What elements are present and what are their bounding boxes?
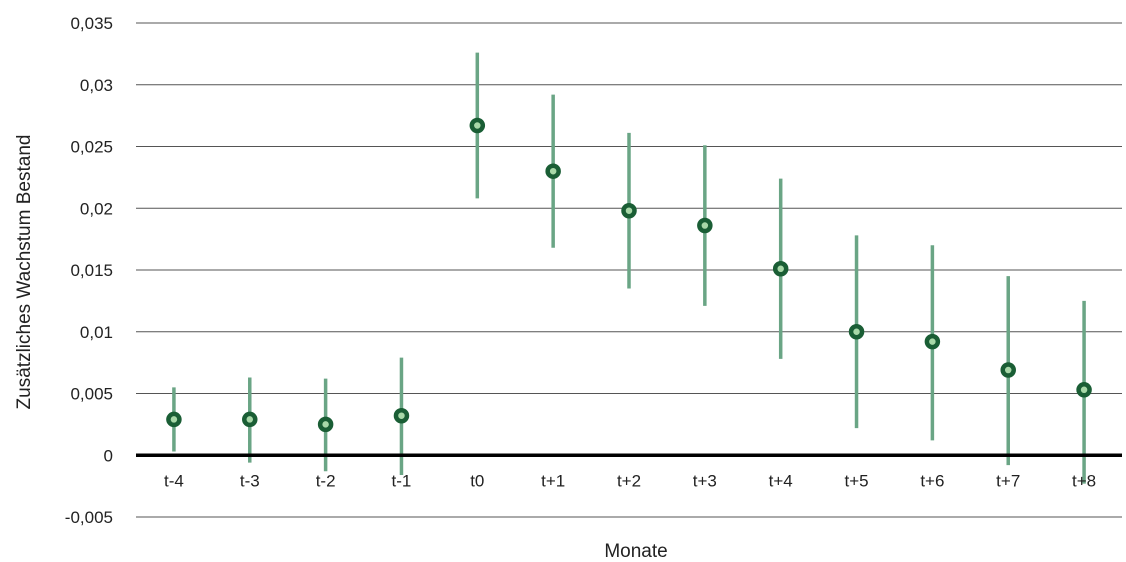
x-axis-title: Monate (604, 541, 667, 562)
x-tick-labels: t-4 t-3 t-2 t-1 t0 t+1 t+2 t+3 t+4 t+5 t+6 t+7 t+8 (164, 471, 1096, 490)
y-tick-label: 0,025 (70, 138, 113, 157)
error-bars (172, 52, 1086, 484)
y-tick-label: 0,035 (70, 14, 113, 33)
x-tick-label: t+4 (769, 471, 793, 490)
x-tick-label: t+6 (920, 471, 944, 490)
data-point (697, 217, 713, 234)
x-tick-label: t-1 (392, 471, 412, 490)
x-tick-label: t0 (470, 471, 484, 490)
x-tick-label: t+8 (1072, 471, 1096, 490)
data-point (469, 117, 486, 134)
y-tick-label: 0,015 (70, 261, 113, 280)
x-tick-label: t+5 (844, 471, 868, 490)
x-tick-label: t-2 (316, 471, 336, 490)
x-tick-label: t+2 (617, 471, 641, 490)
data-point (317, 416, 334, 433)
y-tick-label: 0,01 (80, 323, 113, 342)
y-tick-labels: -0,005 0 0,005 0,01 0,015 0,02 0,025 0,03 0,035 (65, 14, 113, 527)
data-point (1076, 382, 1092, 398)
data-point (242, 411, 258, 428)
y-tick-label: 0,02 (80, 199, 113, 218)
y-tick-label: -0,005 (65, 508, 113, 527)
data-point (772, 261, 789, 277)
y-tick-label: 0 (104, 446, 113, 465)
x-tick-label: t+3 (693, 471, 717, 490)
data-point (621, 202, 637, 219)
data-point (166, 411, 182, 428)
x-tick-label: t-4 (164, 471, 184, 490)
data-points (166, 117, 1092, 433)
data-point (848, 324, 865, 340)
y-axis-title: Zusätzliches Wachstum Bestand (14, 135, 35, 410)
data-point (1000, 362, 1016, 378)
y-tick-label: 0,03 (80, 76, 113, 95)
data-point (924, 333, 941, 350)
data-point (545, 163, 561, 179)
x-tick-label: t+1 (541, 471, 565, 490)
data-point (393, 407, 410, 424)
x-tick-label: t+7 (996, 471, 1020, 490)
x-tick-label: t-3 (240, 471, 260, 490)
y-tick-label: 0,005 (70, 385, 113, 404)
